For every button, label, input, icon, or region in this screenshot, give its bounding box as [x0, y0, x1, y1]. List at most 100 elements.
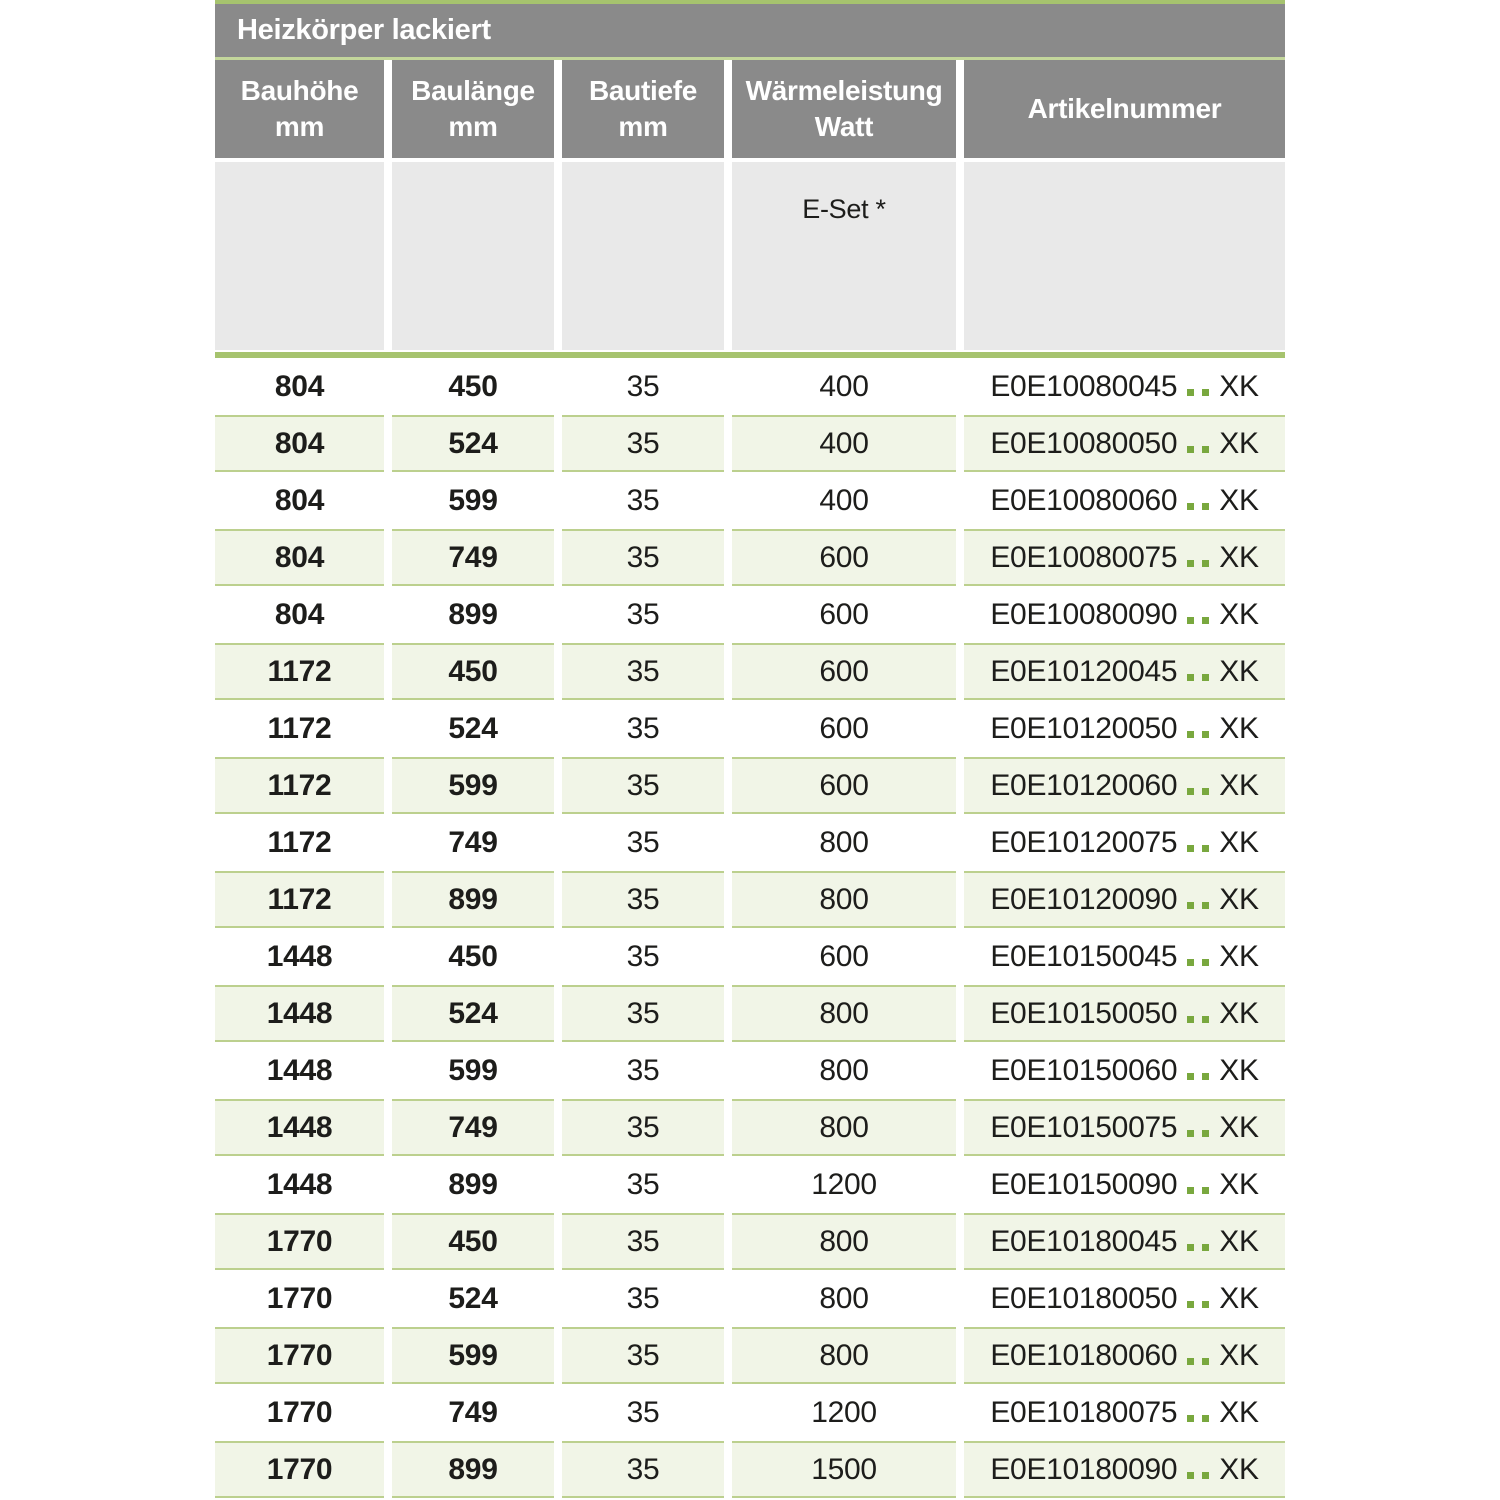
cell-bautiefe: 35: [562, 757, 724, 814]
column-header-artikelnummer: Artikelnummer: [964, 60, 1285, 158]
cell-waermeleistung: 1500: [732, 1441, 956, 1498]
placeholder-dot-icon: [1202, 388, 1210, 396]
cell-bautiefe: 35: [562, 928, 724, 985]
column-header-bauhoehe: Bauhöhe mm: [215, 60, 384, 158]
cell-bauhoehe: 1770: [215, 1213, 384, 1270]
artikelnummer-suffix: XK: [1219, 1110, 1259, 1144]
cell-artikelnummer: E0E10180050 XK: [964, 1270, 1285, 1327]
placeholder-dot-icon: [1202, 901, 1210, 909]
cell-baulaenge: 749: [392, 1099, 554, 1156]
artikelnummer-suffix: XK: [1219, 768, 1259, 802]
artikelnummer-suffix: XK: [1219, 711, 1259, 745]
cell-baulaenge: 450: [392, 1213, 554, 1270]
cell-artikelnummer: E0E10120090 XK: [964, 871, 1285, 928]
cell-bauhoehe: 1172: [215, 700, 384, 757]
cell-artikelnummer: E0E10150045 XK: [964, 928, 1285, 985]
artikelnummer-suffix: XK: [1219, 1395, 1259, 1429]
placeholder-dot-icon: [1187, 844, 1195, 852]
cell-bautiefe: 35: [562, 1327, 724, 1384]
cell-waermeleistung: 600: [732, 928, 956, 985]
subheader-cell-baulaenge: [392, 162, 554, 350]
title-underline: [215, 57, 1285, 60]
cell-waermeleistung: 800: [732, 871, 956, 928]
cell-baulaenge: 749: [392, 814, 554, 871]
cell-bautiefe: 35: [562, 1384, 724, 1441]
cell-artikelnummer: E0E10120045 XK: [964, 643, 1285, 700]
cell-artikelnummer: E0E10120060 XK: [964, 757, 1285, 814]
cell-waermeleistung: 800: [732, 1270, 956, 1327]
cell-artikelnummer: E0E10180090 XK: [964, 1441, 1285, 1498]
cell-bauhoehe: 1448: [215, 928, 384, 985]
cell-artikelnummer: E0E10080075 XK: [964, 529, 1285, 586]
artikelnummer: E0E10150050 XK: [990, 997, 1259, 1031]
artikelnummer-prefix: E0E10150060: [990, 1053, 1178, 1087]
cell-waermeleistung: 600: [732, 643, 956, 700]
column-label: Bauhöhe: [240, 74, 359, 106]
artikelnummer-prefix: E0E10080090: [990, 597, 1178, 631]
cell-artikelnummer: E0E10150050 XK: [964, 985, 1285, 1042]
cell-bauhoehe: 1448: [215, 1042, 384, 1099]
table-row: 1770 749 35 1200 E0E10180075 XK: [215, 1384, 1285, 1441]
cell-baulaenge: 599: [392, 757, 554, 814]
cell-baulaenge: 749: [392, 1384, 554, 1441]
cell-waermeleistung: 800: [732, 1042, 956, 1099]
cell-baulaenge: 899: [392, 1156, 554, 1213]
cell-artikelnummer: E0E10080090 XK: [964, 586, 1285, 643]
table-row: 1770 599 35 800 E0E10180060 XK: [215, 1327, 1285, 1384]
cell-baulaenge: 524: [392, 985, 554, 1042]
placeholder-dot-icon: [1202, 958, 1210, 966]
artikelnummer-prefix: E0E10180045: [990, 1224, 1178, 1258]
column-header-bautiefe: Bautiefe mm: [562, 60, 724, 158]
cell-baulaenge: 599: [392, 1327, 554, 1384]
artikelnummer-suffix: XK: [1219, 939, 1259, 973]
placeholder-dot-icon: [1202, 502, 1210, 510]
cell-waermeleistung: 1200: [732, 1156, 956, 1213]
column-header-waermeleistung: Wärmeleistung Watt: [732, 60, 956, 158]
artikelnummer: E0E10180075 XK: [990, 1395, 1259, 1430]
table-row: 1448 749 35 800 E0E10150075 XK: [215, 1099, 1285, 1156]
cell-artikelnummer: E0E10180060 XK: [964, 1327, 1285, 1384]
cell-waermeleistung: 800: [732, 1327, 956, 1384]
artikelnummer-prefix: E0E10180075: [990, 1395, 1178, 1429]
cell-bauhoehe: 804: [215, 415, 384, 472]
cell-bauhoehe: 804: [215, 586, 384, 643]
cell-waermeleistung: 1200: [732, 1384, 956, 1441]
placeholder-dot-icon: [1202, 1015, 1210, 1023]
cell-bauhoehe: 1770: [215, 1327, 384, 1384]
artikelnummer: E0E10180090 XK: [990, 1453, 1259, 1487]
artikelnummer: E0E10080045 XK: [990, 370, 1259, 404]
cell-artikelnummer: E0E10120075 XK: [964, 814, 1285, 871]
cell-artikelnummer: E0E10180045 XK: [964, 1213, 1285, 1270]
artikelnummer: E0E10150090 XK: [990, 1168, 1259, 1202]
artikelnummer: E0E10120090 XK: [990, 883, 1259, 917]
cell-baulaenge: 899: [392, 871, 554, 928]
cell-waermeleistung: 600: [732, 529, 956, 586]
cell-bauhoehe: 804: [215, 529, 384, 586]
placeholder-dot-icon: [1187, 787, 1195, 795]
artikelnummer: E0E10150060 XK: [990, 1053, 1259, 1088]
table-row: 1448 524 35 800 E0E10150050 XK: [215, 985, 1285, 1042]
artikelnummer-prefix: E0E10180060: [990, 1338, 1178, 1372]
column-label: Wärmeleistung: [745, 74, 943, 106]
cell-artikelnummer: E0E10180075 XK: [964, 1384, 1285, 1441]
table-row: 1172 524 35 600 E0E10120050 XK: [215, 700, 1285, 757]
artikelnummer-suffix: XK: [1219, 1281, 1259, 1315]
cell-bauhoehe: 1172: [215, 814, 384, 871]
artikelnummer-suffix: XK: [1219, 426, 1259, 460]
cell-bauhoehe: 1448: [215, 985, 384, 1042]
table-row: 1770 899 35 1500 E0E10180090 XK: [215, 1441, 1285, 1498]
table-row: 804 450 35 400 E0E10080045 XK: [215, 358, 1285, 415]
column-unit: mm: [618, 111, 668, 142]
cell-baulaenge: 749: [392, 529, 554, 586]
column-header-row: Bauhöhe mm Baulänge mm Bautiefe mm Wärme…: [215, 60, 1285, 158]
placeholder-dot-icon: [1202, 844, 1210, 852]
cell-baulaenge: 899: [392, 1441, 554, 1498]
placeholder-dot-icon: [1187, 388, 1195, 396]
placeholder-dot-icon: [1202, 673, 1210, 681]
placeholder-dot-icon: [1202, 1471, 1210, 1479]
placeholder-dot-icon: [1202, 1243, 1210, 1251]
subheader-cell-bauhoehe: [215, 162, 384, 350]
placeholder-dot-icon: [1202, 1129, 1210, 1137]
artikelnummer-prefix: E0E10150075: [990, 1110, 1178, 1144]
artikelnummer-suffix: XK: [1219, 1338, 1259, 1372]
